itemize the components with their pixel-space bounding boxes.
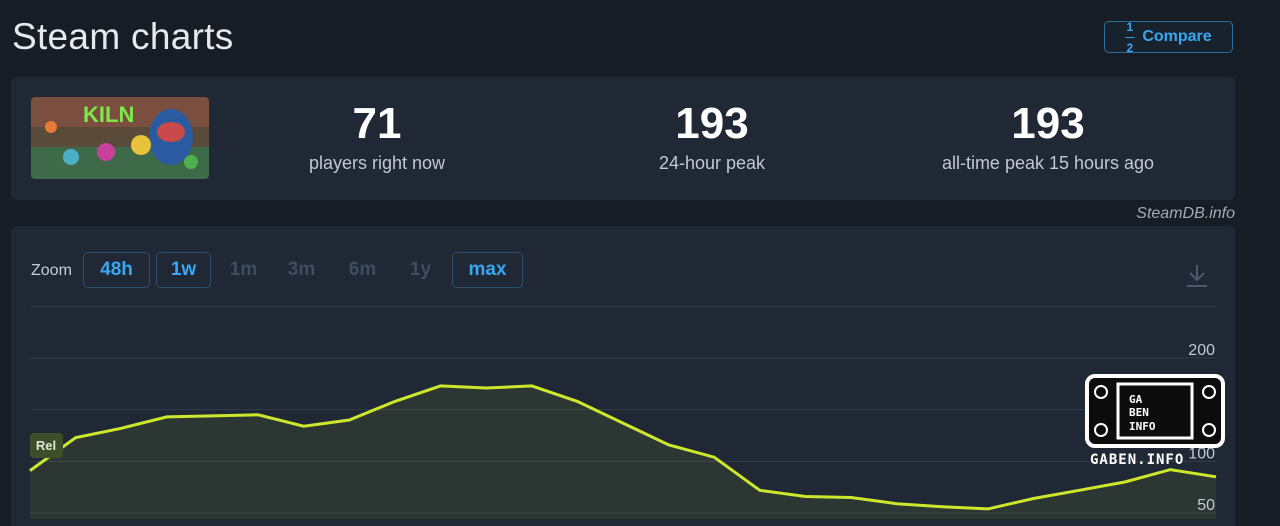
y-tick-label: 200 xyxy=(1188,342,1215,359)
gaben-info-watermark: GA BEN INFO xyxy=(1085,374,1225,448)
gaben-info-text: GABEN.INFO xyxy=(1090,452,1184,468)
watermark-line-3: INFO xyxy=(1129,420,1156,433)
release-label: Rel xyxy=(36,438,56,453)
y-tick-label: 50 xyxy=(1197,497,1215,514)
watermark-line-1: GA xyxy=(1129,393,1143,406)
release-annotation: Rel xyxy=(30,433,63,458)
watermark-line-2: BEN xyxy=(1129,406,1149,419)
